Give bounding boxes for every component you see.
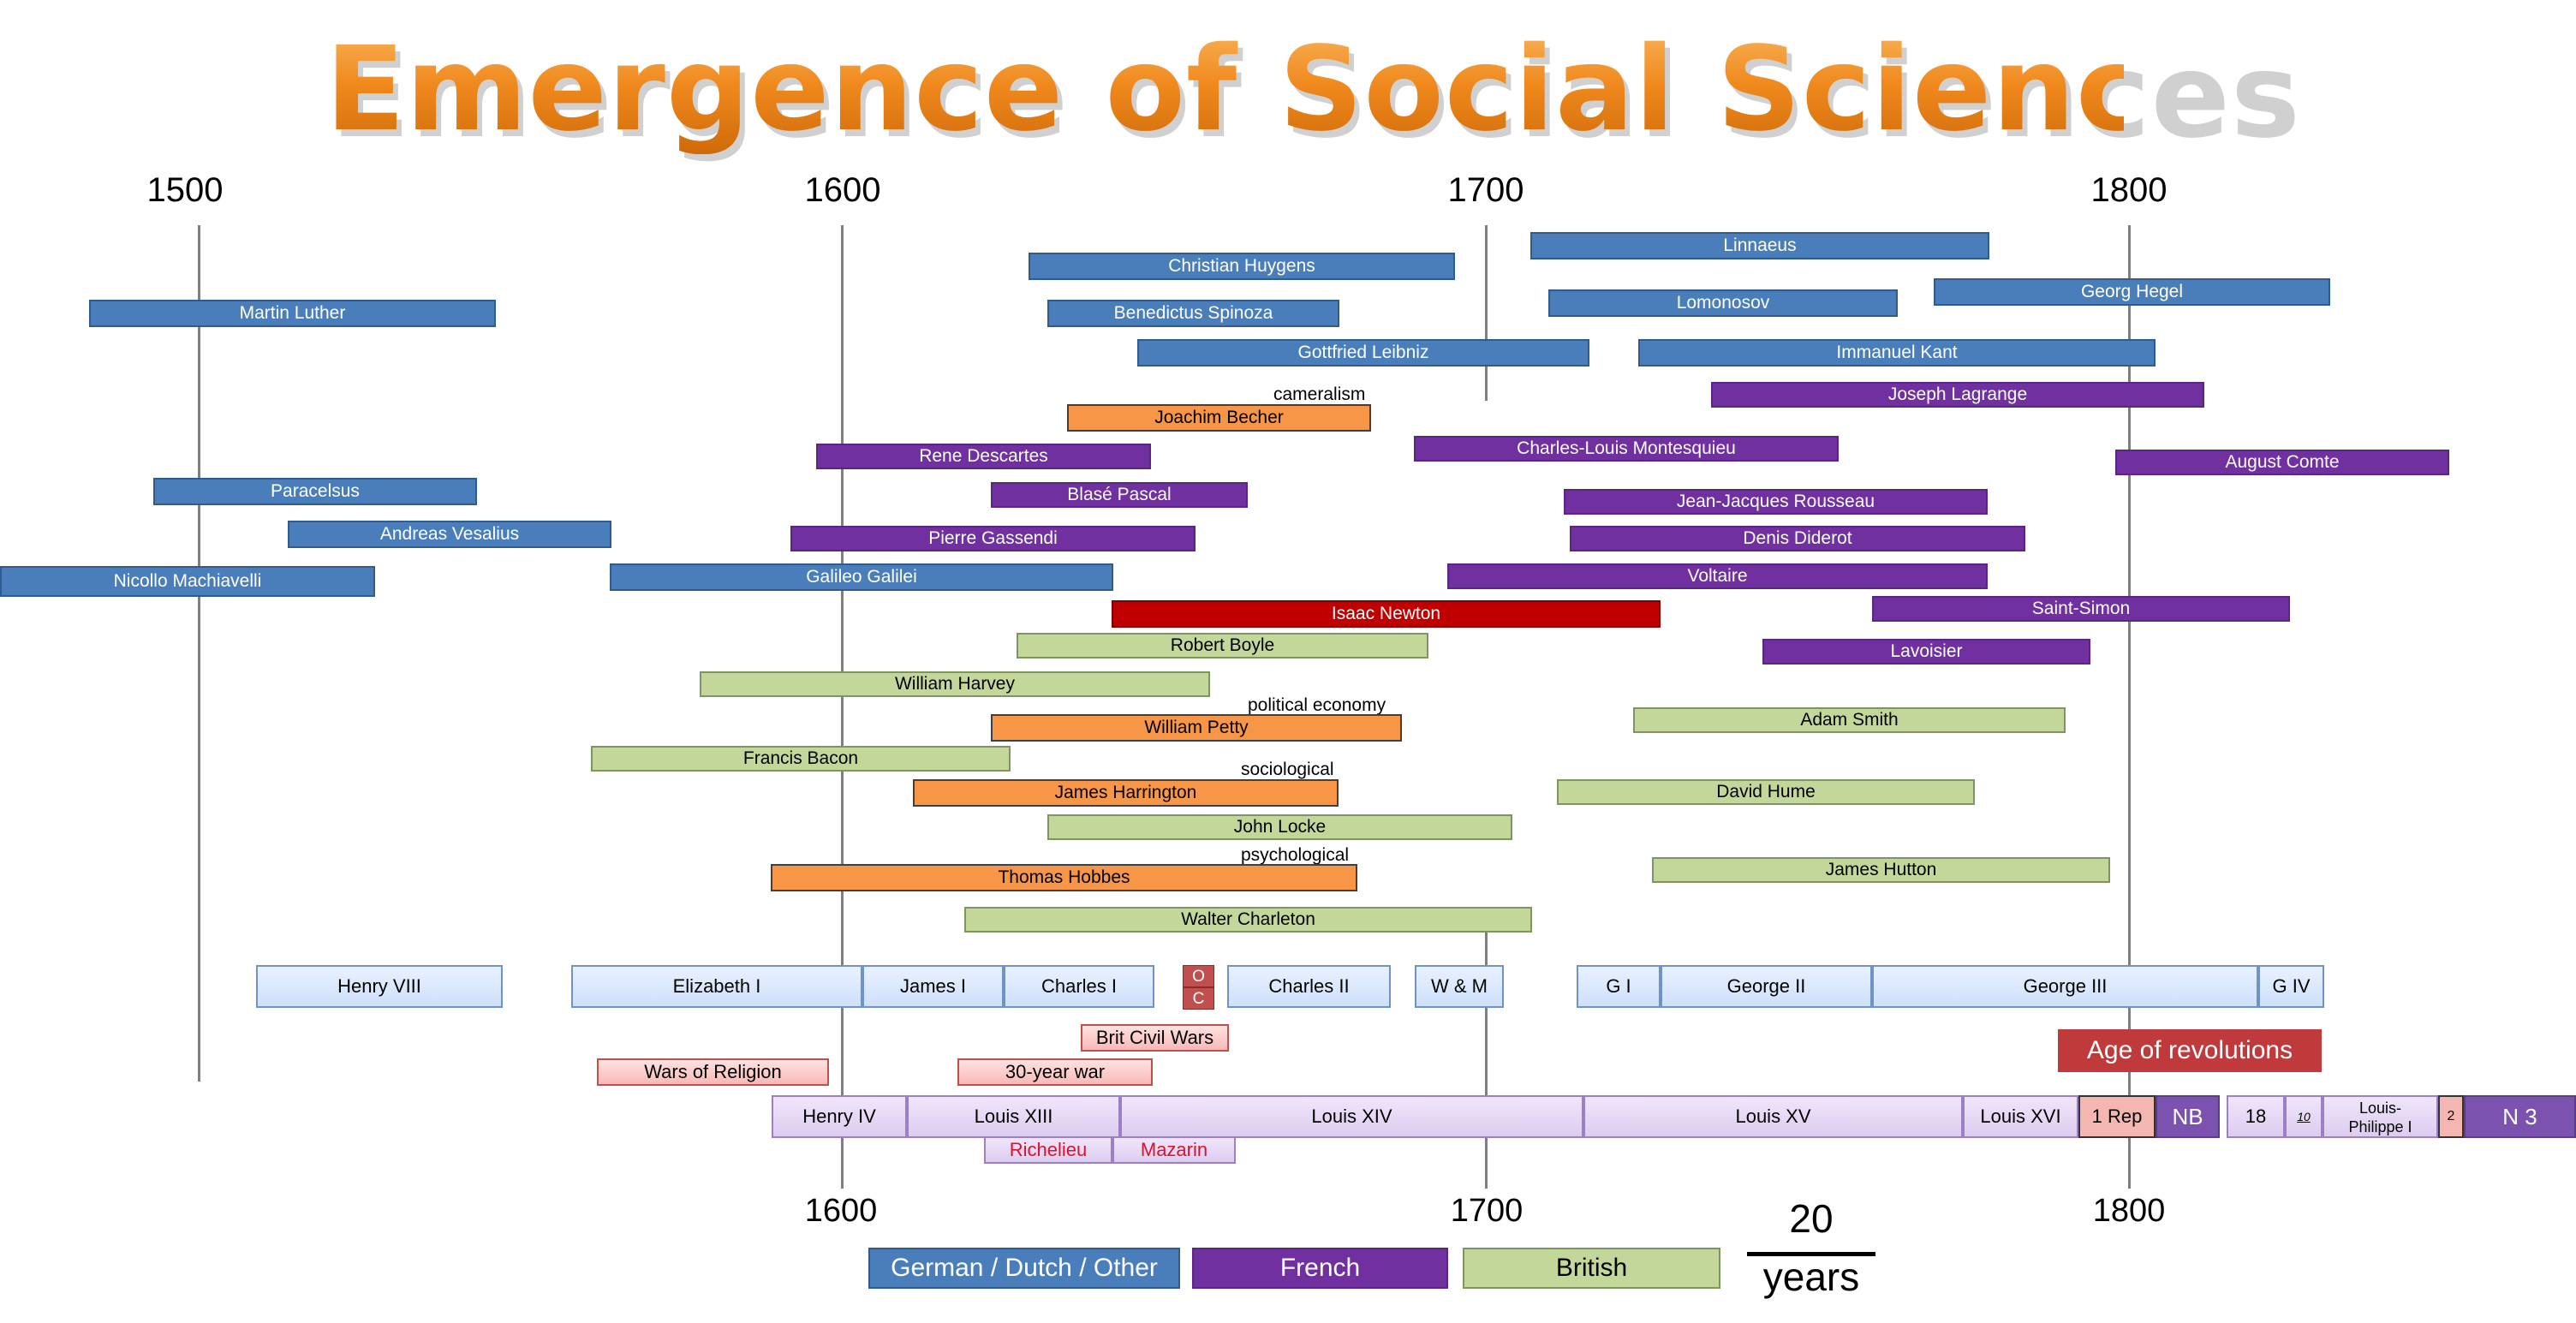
bottom-year-label-1800: 1800 bbox=[2092, 1193, 2166, 1229]
first-republic: 1 Rep bbox=[2078, 1095, 2156, 1138]
reign-george-iv: G IV bbox=[2258, 965, 2324, 1008]
reign-louis-xiv: Louis XIV bbox=[1120, 1095, 1583, 1138]
year-label-1800: 1800 bbox=[2090, 171, 2168, 209]
century-line-1500 bbox=[198, 225, 200, 1082]
bar-william-petty: William Petty bbox=[991, 714, 1402, 742]
bar-christian-huygens: Christian Huygens bbox=[1029, 253, 1455, 280]
bar-lavoisier: Lavoisier bbox=[1762, 639, 2090, 664]
minister-richelieu: Richelieu bbox=[984, 1136, 1112, 1164]
reign-henry-viii: Henry VIII bbox=[256, 965, 503, 1008]
bar-rousseau: Jean-Jacques Rousseau bbox=[1564, 489, 1988, 515]
century-line-1700-upper bbox=[1485, 225, 1488, 401]
annotation-cameralism: cameralism bbox=[1273, 384, 1366, 404]
bar-montesquieu: Charles-Louis Montesquieu bbox=[1414, 436, 1839, 462]
bar-martin-luther: Martin Luther bbox=[89, 300, 496, 327]
year-label-1600: 1600 bbox=[804, 171, 881, 209]
century-line-1700-lower bbox=[1485, 915, 1488, 1189]
bar-robert-boyle: Robert Boyle bbox=[1017, 633, 1428, 659]
bar-david-hume: David Hume bbox=[1557, 779, 1975, 805]
annotation-political-economy: political economy bbox=[1248, 695, 1386, 715]
war-thirty-year-war: 30-year war bbox=[957, 1058, 1153, 1086]
bar-paracelsus: Paracelsus bbox=[153, 478, 477, 505]
louis-philippe-line-2: Philippe I bbox=[2348, 1118, 2412, 1135]
reign-william-mary: W & M bbox=[1415, 965, 1504, 1008]
reign-louis-philippe: Louis- Philippe I bbox=[2323, 1095, 2438, 1138]
bar-joseph-lagrange: Joseph Lagrange bbox=[1711, 382, 2204, 408]
bar-voltaire: Voltaire bbox=[1447, 563, 1988, 589]
bar-georg-hegel: Georg Hegel bbox=[1934, 278, 2330, 306]
bar-nicollo-machiavelli: Nicollo Machiavelli bbox=[0, 566, 375, 597]
bar-john-locke: John Locke bbox=[1047, 814, 1512, 840]
bar-linnaeus: Linnaeus bbox=[1530, 232, 1989, 259]
bar-denis-diderot: Denis Diderot bbox=[1570, 526, 2025, 551]
bar-rene-descartes: Rene Descartes bbox=[816, 444, 1151, 469]
bar-pierre-gassendi: Pierre Gassendi bbox=[790, 526, 1196, 551]
reign-george-ii: George II bbox=[1661, 965, 1872, 1008]
year-label-1500: 1500 bbox=[146, 171, 224, 209]
reign-richard-cromwell: C bbox=[1183, 987, 1214, 1010]
bar-gottfried-leibniz: Gottfried Leibniz bbox=[1137, 339, 1589, 367]
annotation-sociological: sociological bbox=[1241, 760, 1334, 779]
bar-immanuel-kant: Immanuel Kant bbox=[1638, 339, 2156, 367]
reign-louis-xvi: Louis XVI bbox=[1963, 1095, 2078, 1138]
reign-louis-xiii: Louis XIII bbox=[907, 1095, 1120, 1138]
reign-napoleon-iii: N 3 bbox=[2464, 1095, 2576, 1138]
reign-henry-iv: Henry IV bbox=[772, 1095, 907, 1138]
bar-galileo-galilei: Galileo Galilei bbox=[610, 563, 1113, 591]
reign-george-i: G I bbox=[1577, 965, 1661, 1008]
bar-andreas-vesalius: Andreas Vesalius bbox=[288, 521, 611, 548]
bar-benedictus-spinoza: Benedictus Spinoza bbox=[1047, 300, 1339, 327]
bar-james-harrington: James Harrington bbox=[913, 779, 1339, 807]
bar-august-comte: August Comte bbox=[2115, 450, 2449, 475]
reign-louis-xv: Louis XV bbox=[1583, 1095, 1963, 1138]
legend-british: British bbox=[1463, 1248, 1720, 1289]
bar-joachim-becher: Joachim Becher bbox=[1067, 404, 1371, 432]
page-title-shadow: Emergence of Social Sciences bbox=[331, 33, 2300, 161]
bar-saint-simon: Saint-Simon bbox=[1872, 596, 2290, 622]
legend-french: French bbox=[1192, 1248, 1448, 1289]
reign-charles-x: 10 bbox=[2285, 1095, 2323, 1138]
bottom-year-label-1700: 1700 bbox=[1450, 1193, 1524, 1229]
war-wars-of-religion: Wars of Religion bbox=[597, 1058, 829, 1086]
bar-lomonosov: Lomonosov bbox=[1548, 289, 1898, 317]
bar-adam-smith: Adam Smith bbox=[1633, 707, 2066, 733]
war-brit-civil-wars: Brit Civil Wars bbox=[1081, 1024, 1229, 1052]
bar-thomas-hobbes: Thomas Hobbes bbox=[771, 864, 1357, 891]
bottom-year-label-1600: 1600 bbox=[804, 1193, 878, 1229]
second-republic: 2 bbox=[2438, 1095, 2464, 1138]
annotation-psychological: psychological bbox=[1241, 845, 1350, 865]
scale-unit: years bbox=[1762, 1254, 1860, 1299]
scale-bar bbox=[1747, 1252, 1875, 1256]
scale-value: 20 bbox=[1789, 1196, 1834, 1241]
bar-francis-bacon: Francis Bacon bbox=[591, 746, 1011, 772]
reign-elizabeth-i: Elizabeth I bbox=[571, 965, 862, 1008]
bar-walter-charleton: Walter Charleton bbox=[964, 907, 1532, 933]
year-label-1700: 1700 bbox=[1447, 171, 1524, 209]
reign-napoleon-bonaparte: NB bbox=[2156, 1095, 2220, 1138]
reign-george-iii: George III bbox=[1872, 965, 2258, 1008]
legend-german-dutch-other: German / Dutch / Other bbox=[868, 1248, 1180, 1289]
louis-philippe-line-1: Louis- bbox=[2358, 1100, 2402, 1117]
century-line-1800 bbox=[2128, 225, 2131, 1189]
bar-william-harvey: William Harvey bbox=[700, 671, 1210, 697]
reign-charles-i: Charles I bbox=[1004, 965, 1154, 1008]
reign-louis-xviii: 18 bbox=[2227, 1095, 2285, 1138]
age-of-revolutions-badge: Age of revolutions bbox=[2058, 1029, 2322, 1072]
page-title: Emergence of Social Sciences bbox=[325, 22, 2296, 158]
bar-blase-pascal: Blasé Pascal bbox=[991, 482, 1248, 508]
reign-oliver-cromwell: O bbox=[1183, 965, 1214, 987]
bar-james-hutton: James Hutton bbox=[1652, 857, 2110, 883]
reign-james-i: James I bbox=[862, 965, 1004, 1008]
reign-charles-ii: Charles II bbox=[1227, 965, 1391, 1008]
century-line-1600 bbox=[841, 225, 844, 1189]
minister-mazarin: Mazarin bbox=[1112, 1136, 1236, 1164]
bar-isaac-newton: Isaac Newton bbox=[1112, 600, 1661, 628]
